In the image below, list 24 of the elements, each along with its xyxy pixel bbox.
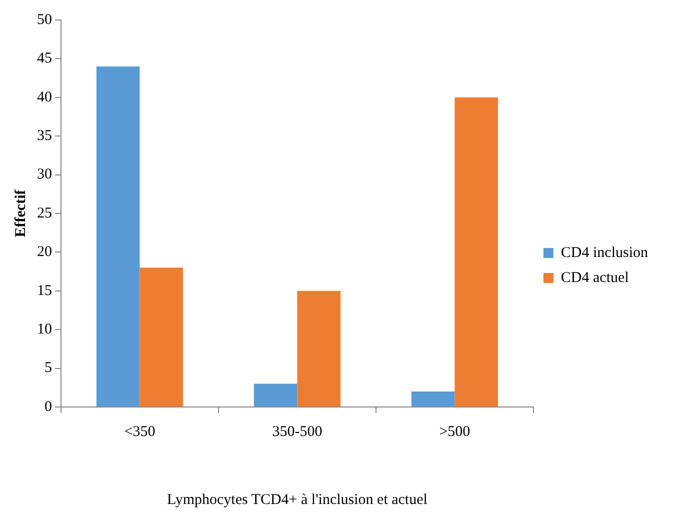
bar: [96, 66, 140, 406]
y-tick-label: 5: [44, 360, 52, 376]
y-tick-label: 45: [37, 50, 52, 67]
y-tick-label: 35: [37, 128, 52, 144]
bar: [140, 268, 184, 406]
y-tick-label: 25: [37, 205, 52, 222]
y-tick-label: 20: [37, 244, 52, 260]
x-axis-title: Lymphocytes TCD4+ à l'inclusion et actuel: [166, 492, 428, 508]
x-tick-label: <350: [124, 424, 156, 440]
x-tick-label: >500: [439, 424, 470, 440]
y-tick-label: 15: [37, 282, 52, 299]
legend-label: CD4 inclusion: [560, 244, 648, 261]
bar: [454, 97, 498, 406]
x-tick-label: 350-500: [272, 424, 322, 440]
y-axis-title: Effectif: [12, 188, 29, 238]
y-tick-label: 40: [37, 89, 52, 106]
legend-label: CD4 actuel: [560, 270, 629, 286]
y-tick-label: 10: [37, 322, 52, 338]
bar: [411, 392, 455, 406]
y-tick-label: 30: [37, 166, 52, 183]
bar: [254, 384, 298, 406]
y-tick-label: 0: [44, 398, 52, 415]
bar: [297, 290, 341, 406]
y-tick-label: 50: [37, 12, 52, 28]
